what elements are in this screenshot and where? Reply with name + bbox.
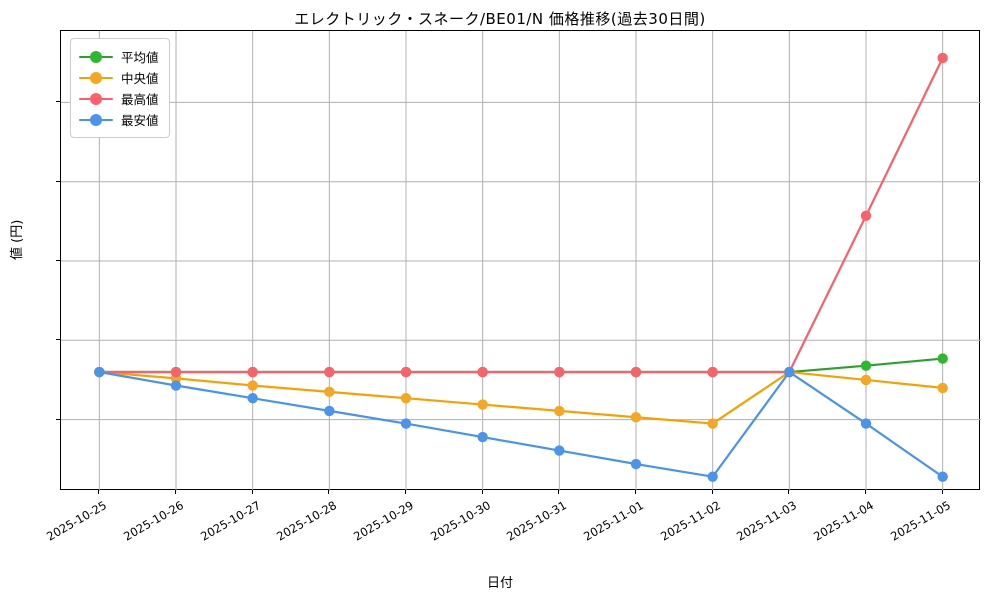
legend-label: 平均値 xyxy=(121,50,159,65)
data-point-marker xyxy=(860,374,872,386)
data-point-marker xyxy=(937,471,948,482)
data-point-marker xyxy=(247,366,258,378)
data-point-marker xyxy=(170,366,182,378)
legend-item: 最安値 xyxy=(79,109,159,130)
x-tick-mark xyxy=(251,490,253,494)
x-tick-label: 2025-10-31 xyxy=(504,498,570,544)
data-point-marker xyxy=(630,412,642,423)
x-tick-label: 2025-10-30 xyxy=(427,498,493,544)
data-point-marker xyxy=(400,366,412,378)
data-point-marker xyxy=(247,380,258,391)
x-tick-label: 2025-11-01 xyxy=(581,498,646,544)
x-tick-label: 2025-11-04 xyxy=(811,498,876,544)
plot-area xyxy=(60,30,981,491)
data-point-marker xyxy=(860,418,872,429)
x-tick-mark xyxy=(405,490,407,494)
x-tick-label: 2025-10-25 xyxy=(44,498,110,544)
legend-label: 最高値 xyxy=(121,92,159,107)
x-tick-label: 2025-11-03 xyxy=(734,498,800,544)
legend-label: 最安値 xyxy=(121,113,159,128)
series-line xyxy=(98,370,944,478)
x-tick-mark xyxy=(328,490,330,494)
data-point-marker xyxy=(937,52,948,64)
x-tick-label: 2025-10-27 xyxy=(197,498,263,544)
data-point-marker xyxy=(324,366,335,378)
x-tick-mark xyxy=(788,490,790,494)
y-axis-label: 値 (円) xyxy=(10,219,25,260)
data-point-marker xyxy=(630,366,642,378)
x-tick-label: 2025-11-05 xyxy=(887,498,953,544)
data-point-marker xyxy=(477,399,488,410)
x-tick-mark xyxy=(175,490,177,494)
data-point-marker xyxy=(937,353,948,364)
data-point-marker xyxy=(784,366,795,378)
data-point-marker xyxy=(707,418,718,429)
legend-swatch-icon xyxy=(79,113,113,127)
data-point-marker xyxy=(630,458,642,470)
data-point-marker xyxy=(400,393,412,404)
data-point-marker xyxy=(170,380,182,391)
data-point-marker xyxy=(860,360,872,371)
y-tick-mark xyxy=(56,180,60,182)
data-point-marker xyxy=(247,393,258,404)
data-point-marker xyxy=(554,405,565,417)
x-axis-label: 日付 xyxy=(486,576,513,591)
series-line xyxy=(98,357,944,374)
data-point-marker xyxy=(324,386,335,398)
x-tick-mark xyxy=(481,490,483,494)
x-tick-mark xyxy=(635,490,637,494)
series-line xyxy=(98,370,944,425)
y-tick-mark xyxy=(56,260,60,262)
data-point-marker xyxy=(554,445,565,456)
x-tick-mark xyxy=(711,490,713,494)
legend-item: 平均値 xyxy=(79,46,159,67)
legend-swatch-icon xyxy=(79,71,113,85)
legend-label: 中央値 xyxy=(121,71,159,86)
data-point-marker xyxy=(707,471,718,482)
x-tick-mark xyxy=(558,490,560,494)
data-series-layer xyxy=(94,52,948,482)
data-point-marker xyxy=(400,418,412,429)
x-tick-mark xyxy=(865,490,867,494)
series-line xyxy=(98,56,944,374)
legend-swatch-icon xyxy=(79,50,113,64)
data-point-marker xyxy=(324,405,335,417)
x-tick-mark xyxy=(98,490,100,494)
data-point-marker xyxy=(94,366,105,378)
y-tick-mark xyxy=(56,101,60,103)
chart-legend: 平均値中央値最高値最安値 xyxy=(70,38,170,138)
legend-item: 中央値 xyxy=(79,67,159,88)
x-tick-label: 2025-11-02 xyxy=(657,498,723,544)
data-point-marker xyxy=(937,382,948,394)
y-tick-mark xyxy=(56,418,60,420)
data-point-marker xyxy=(860,210,872,221)
x-tick-label: 2025-10-28 xyxy=(274,498,340,544)
x-tick-mark xyxy=(941,490,943,494)
data-point-marker xyxy=(707,366,718,378)
x-tick-label: 2025-10-29 xyxy=(351,498,416,544)
data-point-marker xyxy=(477,366,488,378)
data-point-marker xyxy=(554,366,565,378)
chart-title: エレクトリック・スネーク/BE01/N 価格推移(過去30日間) xyxy=(294,10,706,28)
x-tick-label: 2025-10-26 xyxy=(121,498,186,544)
legend-swatch-icon xyxy=(79,92,113,106)
legend-item: 最高値 xyxy=(79,88,159,109)
data-point-marker xyxy=(477,431,488,443)
y-tick-mark xyxy=(56,339,60,341)
